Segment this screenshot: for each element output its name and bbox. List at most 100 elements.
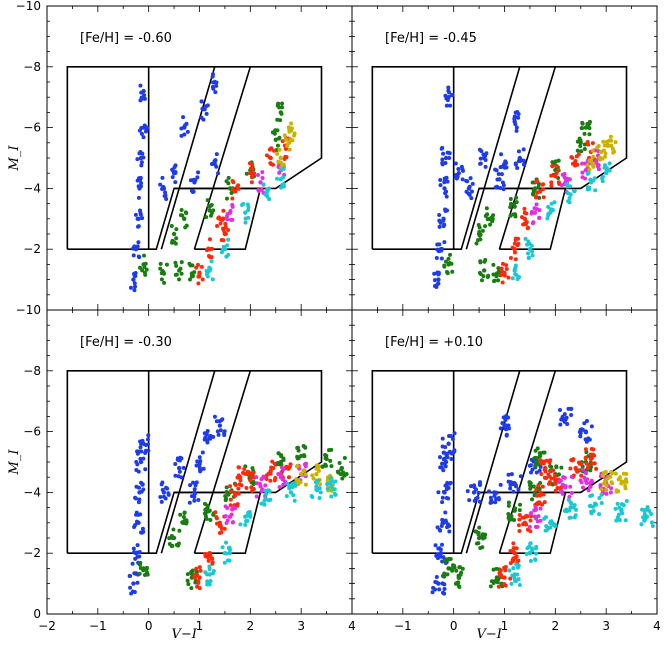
data-point [139, 449, 144, 454]
data-point [192, 491, 197, 496]
data-point [482, 535, 487, 540]
data-point [527, 480, 532, 485]
data-point [499, 266, 504, 271]
data-point [280, 139, 285, 144]
data-point [447, 90, 452, 95]
data-point [325, 486, 330, 491]
data-point [139, 95, 144, 100]
data-point [236, 465, 241, 470]
data-point [269, 162, 274, 167]
diagonal-boundary-right [193, 66, 252, 250]
data-point [174, 263, 179, 268]
data-point [206, 204, 211, 209]
data-point [440, 495, 445, 500]
series-5 [204, 166, 286, 282]
data-point [255, 173, 260, 178]
data-point [529, 470, 534, 475]
data-point [289, 121, 294, 126]
data-point [432, 271, 437, 276]
data-point [242, 471, 247, 476]
data-point [501, 187, 506, 192]
data-point [230, 196, 235, 201]
data-point [516, 241, 521, 246]
data-point [435, 242, 440, 247]
data-point [145, 572, 150, 577]
data-point [530, 249, 535, 254]
data-point [178, 266, 183, 271]
data-point [582, 147, 587, 152]
data-point [569, 501, 574, 506]
data-point [615, 501, 620, 506]
data-point [534, 202, 539, 207]
data-point [619, 479, 624, 484]
data-point [513, 237, 518, 242]
data-point [283, 137, 289, 142]
data-point [225, 217, 230, 222]
data-point [140, 151, 145, 156]
data-point [564, 415, 569, 420]
data-point [494, 490, 499, 495]
data-point [443, 155, 449, 161]
data-point [197, 455, 202, 460]
data-point [508, 197, 513, 202]
data-point [229, 217, 234, 222]
data-point [233, 482, 238, 487]
data-point [535, 190, 540, 195]
data-point [568, 466, 573, 471]
data-point [578, 143, 583, 148]
data-point [246, 207, 251, 212]
data-point [604, 491, 609, 496]
data-point [586, 122, 591, 127]
rgb-box [174, 491, 262, 555]
data-point [194, 566, 199, 571]
data-point [281, 162, 286, 167]
data-point [449, 261, 454, 266]
data-point [438, 183, 443, 188]
data-point [492, 278, 497, 283]
data-point [333, 492, 338, 497]
data-point [185, 578, 190, 583]
data-point [477, 225, 482, 230]
data-point [214, 83, 219, 88]
data-point [530, 253, 535, 258]
data-point [562, 475, 567, 480]
data-point [624, 499, 629, 504]
data-point [531, 220, 536, 225]
data-point [138, 459, 144, 465]
data-point [136, 224, 141, 229]
data-point [559, 489, 564, 494]
diagonal-boundary-right [193, 370, 252, 554]
data-point [138, 175, 143, 180]
series-4 [294, 463, 336, 493]
data-point [228, 484, 233, 489]
selection-box-outer [371, 66, 628, 250]
data-point [521, 147, 526, 152]
data-point [490, 216, 495, 221]
data-point [471, 490, 477, 495]
data-point [254, 475, 259, 480]
data-point [580, 161, 585, 166]
data-point [491, 580, 496, 585]
data-point [494, 274, 499, 279]
data-point [228, 208, 233, 213]
data-point [523, 236, 528, 241]
data-point [135, 216, 140, 221]
data-point [576, 468, 581, 473]
rgb-box [479, 187, 567, 250]
data-point [468, 176, 473, 181]
data-point [498, 185, 503, 190]
data-point [250, 488, 255, 493]
y-tick-label: −4 [23, 485, 41, 499]
data-point [504, 263, 509, 268]
data-point [496, 266, 501, 271]
series-3 [223, 461, 309, 525]
data-point [618, 475, 623, 480]
data-point [504, 427, 509, 432]
data-point [503, 583, 508, 588]
data-point [576, 152, 581, 157]
data-point [141, 456, 146, 461]
data-point [183, 123, 188, 128]
data-point [584, 471, 589, 476]
data-point [589, 424, 594, 429]
data-point [133, 245, 138, 250]
